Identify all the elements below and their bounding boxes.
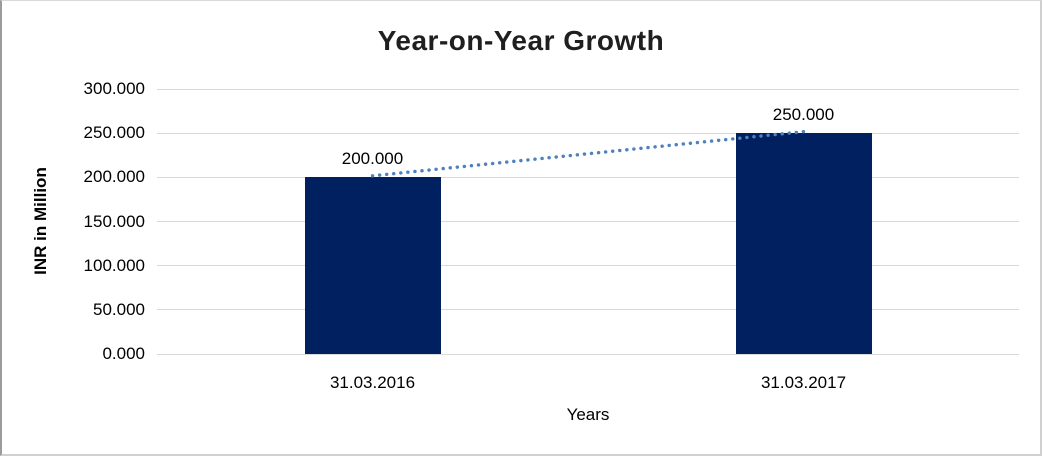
bar-data-label: 200.000 bbox=[341, 149, 404, 169]
x-axis-title: Years bbox=[566, 405, 610, 424]
bar bbox=[735, 133, 872, 354]
y-tick-label: 200.000 bbox=[83, 167, 145, 187]
bar-data-label: 250.000 bbox=[772, 105, 835, 125]
gridline bbox=[157, 176, 1019, 178]
gridline bbox=[157, 265, 1019, 267]
gridline bbox=[157, 309, 1019, 311]
y-tick-label: 150.000 bbox=[83, 211, 145, 231]
x-tick-label: 31.03.2017 bbox=[760, 373, 847, 392]
gridline bbox=[157, 353, 1019, 355]
bar bbox=[304, 177, 441, 354]
y-tick-label: 100.000 bbox=[83, 255, 145, 275]
gridline bbox=[157, 221, 1019, 222]
y-tick-label: 300.000 bbox=[83, 79, 145, 98]
y-tick-label: 250.000 bbox=[83, 123, 145, 143]
gridline bbox=[157, 88, 1019, 90]
y-tick-label: 0.000 bbox=[102, 344, 145, 363]
gridline bbox=[157, 132, 1019, 134]
x-tick-label: 31.03.2016 bbox=[329, 373, 416, 392]
chart-title: Year-on-Year Growth bbox=[377, 25, 665, 56]
y-tick-label: 50.000 bbox=[93, 299, 145, 319]
